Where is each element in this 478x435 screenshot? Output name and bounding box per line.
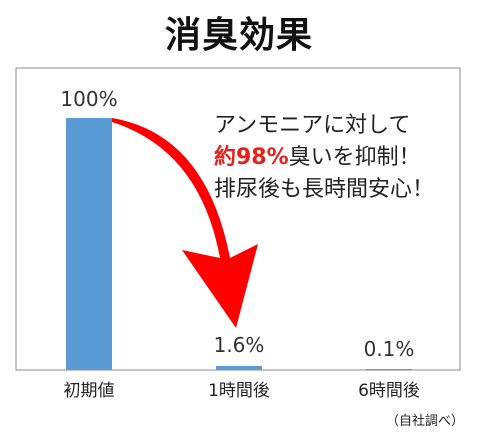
decrease-arrow (112, 118, 258, 328)
value-label-1: 100% (60, 87, 117, 111)
annotation-highlight: 約98% (214, 145, 289, 170)
annotation-line-1: アンモニアに対して (214, 113, 411, 138)
bar-3 (366, 369, 412, 370)
source-note: （自社調べ） (385, 414, 464, 429)
annotation-line-3: 排尿後も長時間安心！ (214, 177, 435, 202)
annotation-line-2-rest: 臭いを抑制！ (288, 145, 421, 170)
bar-1 (66, 118, 112, 370)
category-label-2: 1時間後 (208, 381, 270, 401)
bar-2 (216, 365, 262, 370)
value-label-3: 0.1% (364, 337, 415, 361)
chart-title: 消臭効果 (164, 15, 313, 56)
category-label-3: 6時間後 (358, 381, 420, 401)
annotation-text: アンモニアに対して 約98%臭いを抑制！ 排尿後も長時間安心！ (214, 110, 434, 206)
category-label-1: 初期値 (64, 381, 115, 401)
annotation-line-2: 約98%臭いを抑制！ (214, 142, 434, 174)
value-label-2: 1.6% (214, 333, 265, 357)
